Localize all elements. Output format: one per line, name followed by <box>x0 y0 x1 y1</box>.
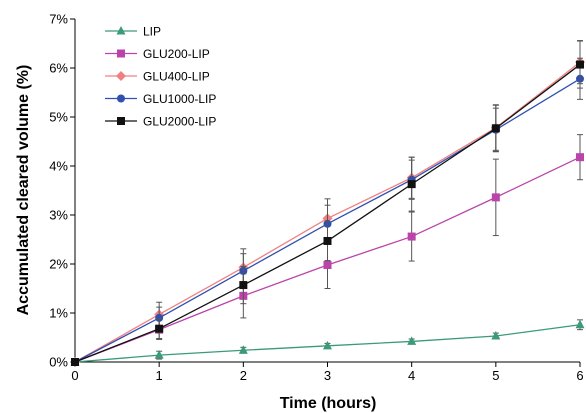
series-glu400-lip <box>70 40 585 367</box>
data-point <box>155 324 164 333</box>
legend-item: GLU400-LIP <box>105 70 210 84</box>
data-point <box>71 358 79 366</box>
x-axis-title: Time (hours) <box>280 395 377 412</box>
data-point <box>155 313 164 322</box>
legend-label: GLU2000-LIP <box>143 115 216 129</box>
y-tick-label: 7% <box>49 12 68 27</box>
y-tick-label: 5% <box>49 110 68 125</box>
data-point <box>154 350 164 359</box>
x-tick-label: 2 <box>240 368 247 383</box>
x-tick-label: 0 <box>71 368 78 383</box>
data-point <box>407 180 416 189</box>
legend-item: LIP <box>105 25 161 39</box>
legend-marker <box>116 26 126 35</box>
data-point <box>323 260 332 269</box>
legend-marker <box>117 94 125 103</box>
x-tick-label: 6 <box>576 368 583 383</box>
data-point <box>407 336 417 345</box>
y-tick-label: 4% <box>49 159 68 174</box>
data-point <box>491 124 500 133</box>
y-axis-title: Accumulated cleared volume (%) <box>15 65 32 316</box>
data-point <box>407 232 416 241</box>
data-point <box>575 319 585 329</box>
legend-item: GLU2000-LIP <box>105 115 216 129</box>
data-point <box>238 345 248 354</box>
data-point <box>491 331 501 340</box>
series-lip <box>70 319 585 366</box>
series-glu2000-lip <box>71 40 584 366</box>
legend-marker <box>117 49 125 58</box>
data-point <box>239 281 248 290</box>
series-layer <box>70 40 585 367</box>
x-tick-label: 1 <box>156 368 163 383</box>
data-point <box>491 193 500 202</box>
x-tick-label: 4 <box>408 368 415 383</box>
y-tick-label: 6% <box>49 61 68 76</box>
x-tick-label: 5 <box>492 368 499 383</box>
y-tick-label: 2% <box>49 257 68 272</box>
legend: LIP GLU200-LIP GLU400-LIP GLU1000-LIP GLU200… <box>105 25 216 129</box>
legend-marker <box>116 71 126 81</box>
axes: 0% 1% 2% 3% 4% 5% 6% 7% 0 1 2 3 4 5 6 <box>49 12 583 384</box>
legend-label: GLU1000-LIP <box>143 92 216 106</box>
legend-marker <box>117 117 125 125</box>
y-tick-label: 0% <box>49 355 68 370</box>
legend-item: GLU1000-LIP <box>105 92 216 106</box>
x-tick-label: 3 <box>324 368 331 383</box>
data-point <box>576 60 584 69</box>
y-tick-label: 3% <box>49 208 68 223</box>
data-point <box>576 153 584 162</box>
legend-item: GLU200-LIP <box>105 47 210 61</box>
data-point <box>323 236 332 245</box>
data-point <box>323 340 332 350</box>
legend-label: GLU400-LIP <box>143 70 210 84</box>
legend-label: GLU200-LIP <box>143 47 210 61</box>
legend-label: LIP <box>143 25 161 39</box>
y-tick-label: 1% <box>49 306 68 321</box>
